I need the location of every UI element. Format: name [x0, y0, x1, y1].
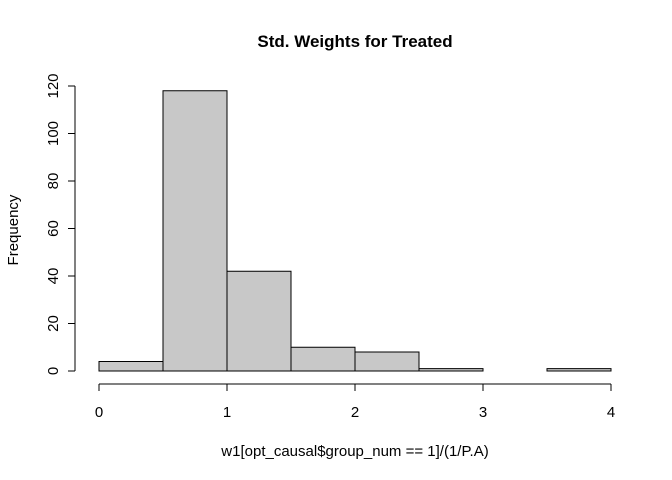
chart-title: Std. Weights for Treated: [257, 32, 452, 51]
y-axis: 0 20 40 60 80 100 120: [45, 73, 76, 375]
x-tick-label: 1: [223, 404, 231, 421]
y-tick-label: 60: [45, 220, 62, 237]
x-axis: 0 1 2 3 4: [95, 383, 615, 421]
y-tick-label: 40: [45, 268, 62, 285]
histogram-bar: [290, 346, 356, 372]
y-axis-label: Frequency: [5, 194, 22, 265]
histogram-bar: [226, 270, 292, 372]
x-tick-label: 3: [479, 404, 487, 421]
x-tick-label: 0: [95, 404, 103, 421]
histogram-bar: [546, 368, 612, 372]
y-tick-label: 20: [45, 315, 62, 332]
histogram-bar: [162, 90, 228, 372]
y-tick-label: 100: [45, 121, 62, 146]
x-tick-label: 2: [351, 404, 359, 421]
x-tick-label: 4: [607, 404, 615, 421]
y-tick-label: 0: [45, 367, 62, 375]
x-axis-label: w1[opt_causal$group_num == 1]/(1/P.A): [220, 443, 488, 460]
histogram-bar: [418, 368, 484, 372]
histogram-bar: [98, 361, 164, 372]
bars-group: [98, 90, 612, 372]
y-tick-label: 80: [45, 173, 62, 190]
y-tick-label: 120: [45, 73, 62, 98]
histogram-bar: [354, 351, 420, 372]
